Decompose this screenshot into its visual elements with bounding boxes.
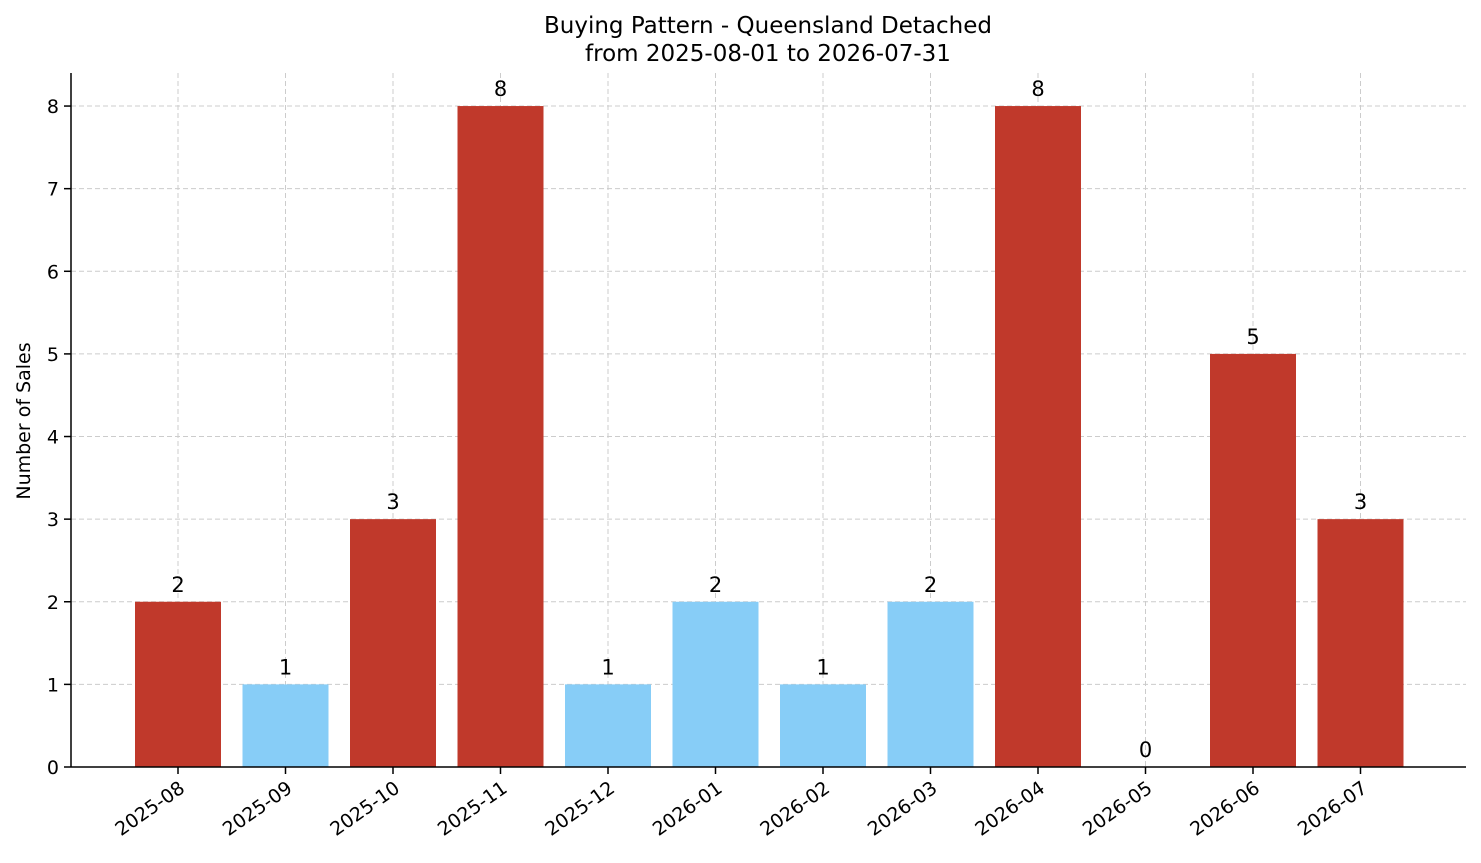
y-tick-label: 2 — [47, 592, 59, 614]
bar — [1317, 519, 1404, 767]
bar — [1210, 353, 1296, 767]
y-tick-label: 3 — [47, 509, 59, 531]
x-tick-label: 2026-05 — [1079, 777, 1157, 841]
bar — [350, 519, 436, 767]
bar-value-label: 2 — [709, 573, 722, 597]
bar-value-label: 2 — [171, 573, 184, 597]
bar-value-label: 5 — [1246, 325, 1259, 349]
bar — [672, 601, 759, 767]
y-tick-label: 5 — [47, 344, 59, 366]
bar — [242, 684, 329, 767]
chart-title: Buying Pattern - Queensland Detached — [544, 13, 992, 39]
bar-value-label: 0 — [1139, 738, 1152, 762]
x-tick-label: 2026-06 — [1186, 777, 1264, 841]
bar — [135, 601, 221, 767]
x-tick-label: 2025-08 — [111, 777, 189, 841]
bar-value-label: 1 — [816, 655, 829, 679]
x-tick-label: 2026-07 — [1294, 777, 1372, 841]
y-tick-label: 0 — [47, 757, 59, 779]
x-tick-label: 2025-12 — [541, 777, 619, 841]
bar-value-label: 1 — [279, 655, 292, 679]
bar — [780, 684, 866, 767]
bar-value-label: 3 — [386, 490, 399, 514]
x-tick-label: 2025-10 — [326, 777, 404, 841]
bar — [887, 601, 974, 767]
x-tick-label: 2025-09 — [219, 777, 297, 841]
y-tick-label: 7 — [47, 179, 59, 201]
bar-labels: 2 1 3 8 1 2 1 2 8 0 5 3 — [171, 77, 1367, 762]
x-tick-label: 2026-01 — [649, 777, 727, 841]
bar-value-label: 8 — [494, 77, 507, 101]
y-tick-label: 4 — [47, 427, 59, 449]
y-tick-label: 6 — [47, 261, 59, 283]
y-axis-label: Number of Sales — [13, 342, 35, 499]
x-tick-label: 2026-04 — [971, 777, 1049, 841]
bar-value-label: 3 — [1354, 490, 1367, 514]
x-tick-label: 2025-11 — [434, 777, 512, 841]
bar-value-label: 1 — [601, 655, 614, 679]
bar-value-label: 8 — [1031, 77, 1044, 101]
bar — [457, 106, 544, 768]
chart-subtitle: from 2025-08-01 to 2026-07-31 — [585, 41, 951, 67]
bar-value-label: 2 — [924, 573, 937, 597]
bar — [565, 684, 651, 767]
x-tick-label: 2026-03 — [864, 777, 942, 841]
y-tick-label: 8 — [47, 96, 59, 118]
bar — [995, 106, 1081, 768]
bars — [135, 106, 1404, 768]
x-tick-label: 2026-02 — [756, 777, 834, 841]
y-tick-label: 1 — [47, 674, 59, 696]
